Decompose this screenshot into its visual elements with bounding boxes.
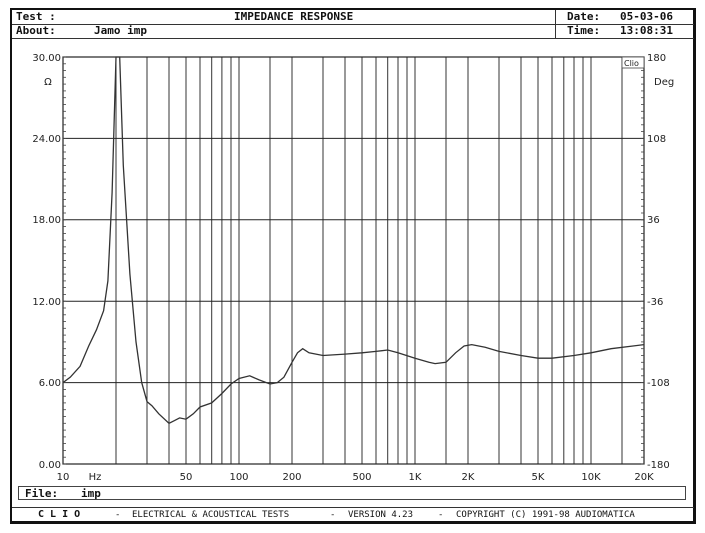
y2-tick-neg108: -108 [647,378,670,389]
time-label: Time: [567,24,601,37]
y-tick-6: 6.00 [39,378,61,389]
about-label: About: [16,24,56,37]
footer-copyright: COPYRIGHT (C) 1991-98 AUDIOMATICA [456,510,635,520]
x-tick-10: 10 [57,472,70,483]
footer-sep-2: - [330,510,336,520]
y-unit-ohm: Ω [44,77,52,88]
footer-brand: C L I O [38,509,81,520]
x-tick-5k: 5K [532,472,545,483]
time-value: 13:08:31 [620,24,673,37]
window-frame [10,8,696,524]
x-unit-hz: Hz [89,472,102,483]
plot-border [62,56,645,465]
test-label: Test : [16,10,56,23]
axis-minor-ticks [63,56,644,465]
y2-tick-neg36: -36 [647,297,663,308]
y-tick-0: 0.00 [39,460,61,471]
x-tick-10k: 10K [581,472,601,483]
footer-description: ELECTRICAL & ACOUSTICAL TESTS [132,510,290,520]
y-tick-12: 12.00 [32,297,61,308]
about-value: Jamo imp [94,24,147,37]
footer-version: VERSION 4.23 [348,510,414,520]
y-tick-24: 24.00 [32,134,61,145]
x-tick-200: 200 [282,472,301,483]
file-label: File: [25,487,59,500]
footer: C L I O - ELECTRICAL & ACOUSTICAL TESTS … [12,507,694,522]
header: Test : IMPEDANCE RESPONSE About: Jamo im… [12,10,694,39]
x-tick-1k: 1K [409,472,422,483]
header-row-1 [12,10,694,25]
y-tick-30: 30.00 [32,53,61,64]
clio-badge [621,56,645,69]
impedance-curve [62,56,645,425]
y2-unit-deg: Deg [654,77,674,88]
file-bar: File: imp [18,486,686,500]
date-label: Date: [567,10,601,23]
footer-sep-3: - [438,510,444,520]
x-tick-20k: 20K [634,472,654,483]
y-tick-18: 18.00 [32,215,61,226]
x-tick-2k: 2K [462,472,475,483]
y2-tick-180: 180 [647,53,666,64]
y2-tick-36: 36 [647,215,660,226]
date-value: 05-03-06 [620,10,673,23]
y2-tick-neg180: -180 [647,460,670,471]
x-tick-100: 100 [229,472,248,483]
horizontal-gridlines [63,137,644,384]
y2-tick-108: 108 [647,134,666,145]
file-value: imp [81,487,101,500]
footer-sep-1: - [115,510,121,520]
clio-badge-text: Clio [624,59,639,68]
x-tick-50: 50 [180,472,193,483]
header-divider [555,10,556,38]
chart-title: IMPEDANCE RESPONSE [234,10,354,23]
x-tick-500: 500 [352,472,371,483]
vertical-gridlines [115,57,623,464]
